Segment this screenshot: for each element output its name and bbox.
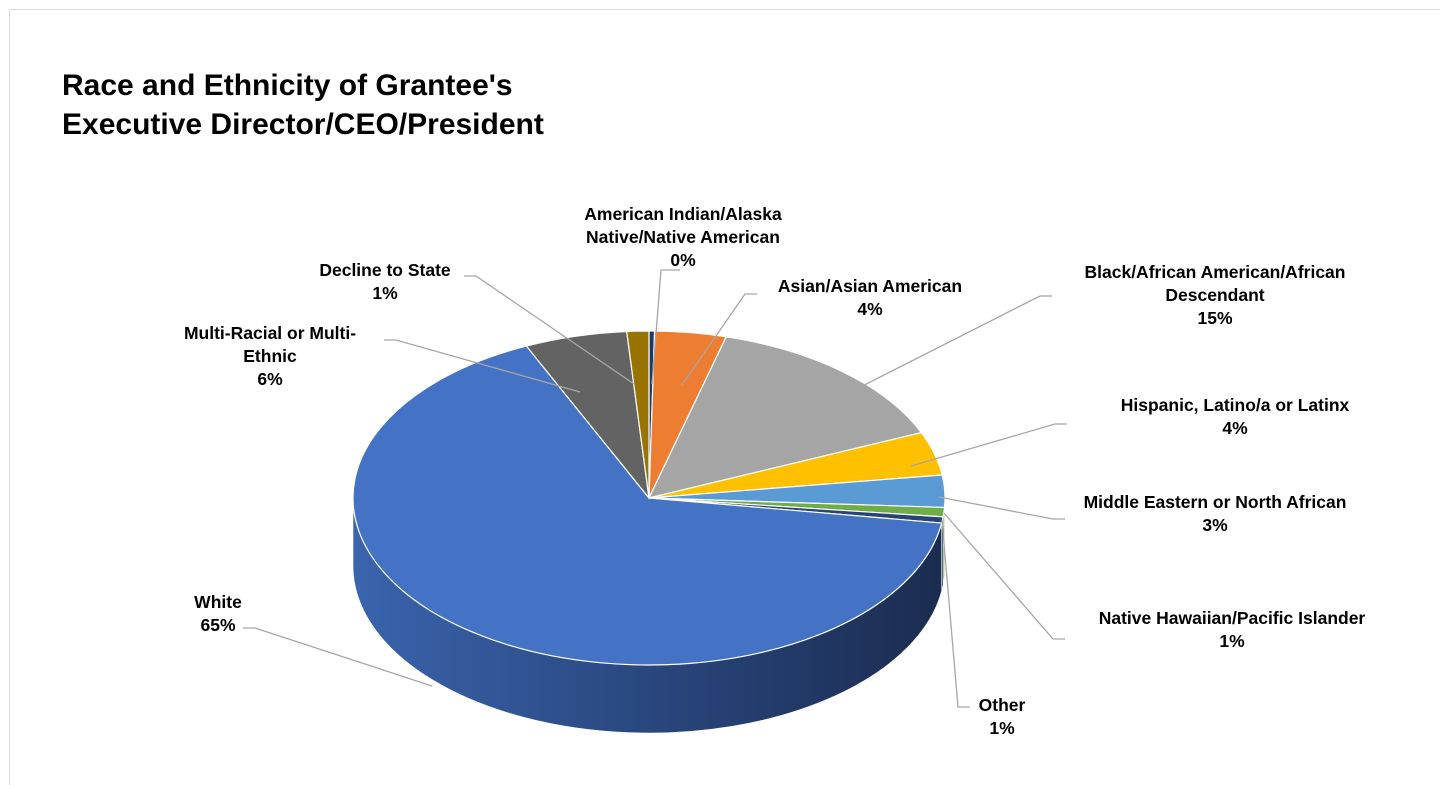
leader-line-asian-asian-american	[681, 293, 757, 386]
data-label-asian-asian-american: Asian/Asian American 4%	[778, 276, 962, 319]
data-label-multi-racial-or-multi-ethnic: Multi-Racial or Multi- Ethnic 6%	[184, 323, 356, 389]
chart-title-line-2: Executive Director/CEO/President	[62, 108, 544, 141]
data-label-value-american-indian-alaska-native-native-american: 0%	[670, 250, 696, 270]
chart-area	[9, 9, 1440, 785]
data-label-value-black-african-american-african-descendant: 15%	[1197, 308, 1232, 328]
data-label-name-native-hawaiian-pacific-islander: Native Hawaiian/Pacific Islander	[1099, 608, 1366, 628]
data-label-name-decline-to-state: Decline to State	[319, 260, 451, 280]
leader-line-hispanic-latino-a-or-latinx	[910, 423, 1067, 467]
leader-line-middle-eastern-or-north-african	[938, 496, 1065, 520]
data-label-white: White 65%	[194, 592, 242, 635]
slice-decline-to-state	[626, 330, 650, 499]
data-label-name-multi-racial-or-multi-ethnic: Ethnic	[243, 346, 297, 366]
data-label-decline-to-state: Decline to State 1%	[319, 260, 451, 303]
data-label-name-asian-asian-american: Asian/Asian American	[778, 276, 962, 296]
leader-line-black-african-american-african-descendant	[816, 295, 1052, 410]
data-label-name-hispanic-latino-a-or-latinx: Hispanic, Latino/a or Latinx	[1121, 395, 1350, 415]
data-label-other: Other 1%	[979, 695, 1026, 738]
leader-line-decline-to-state	[464, 275, 635, 385]
data-label-name-black-african-american-african-descendant: Black/African American/African	[1085, 262, 1346, 282]
data-label-black-african-american-african-descendant: Black/African American/African Descendant…	[1085, 262, 1346, 328]
leader-line-multi-racial-or-multi-ethnic	[384, 339, 581, 393]
data-label-hispanic-latino-a-or-latinx: Hispanic, Latino/a or Latinx 4%	[1121, 395, 1350, 438]
data-label-name-other: Other	[979, 695, 1026, 715]
chart-title: Race and Ethnicity of Grantee's Executiv…	[62, 66, 544, 144]
data-label-value-hispanic-latino-a-or-latinx: 4%	[1222, 418, 1248, 438]
slice-black-african-american-african-descendant	[647, 336, 923, 499]
chart-title-line-1: Race and Ethnicity of Grantee's	[62, 69, 513, 102]
data-label-name-middle-eastern-or-north-african: Middle Eastern or North African	[1084, 492, 1347, 512]
data-label-native-hawaiian-pacific-islander: Native Hawaiian/Pacific Islander 1%	[1099, 608, 1366, 651]
leader-line-white	[243, 627, 433, 687]
data-label-value-decline-to-state: 1%	[372, 283, 398, 303]
leader-line-other	[941, 519, 970, 708]
slice-white	[352, 345, 943, 666]
data-label-american-indian-alaska-native-native-american: American Indian/Alaska Native/Native Amer…	[584, 204, 782, 270]
pie-slices	[352, 330, 946, 666]
data-label-value-white: 65%	[200, 615, 235, 635]
data-label-middle-eastern-or-north-african: Middle Eastern or North African 3%	[1084, 492, 1347, 535]
leader-line-american-indian-alaska-native-native-american	[651, 269, 680, 385]
data-label-name-american-indian-alaska-native-native-american: American Indian/Alaska	[584, 204, 782, 224]
data-labels: American Indian/Alaska Native/Native Amer…	[184, 204, 1365, 738]
data-label-value-middle-eastern-or-north-african: 3%	[1202, 515, 1228, 535]
data-label-name-multi-racial-or-multi-ethnic: Multi-Racial or Multi-	[184, 323, 356, 343]
data-label-value-asian-asian-american: 4%	[857, 299, 883, 319]
leader-line-native-hawaiian-pacific-islander	[943, 512, 1065, 640]
data-label-value-other: 1%	[989, 718, 1015, 738]
data-label-name-american-indian-alaska-native-native-american: Native/Native American	[586, 227, 780, 247]
leader-lines	[243, 269, 1067, 708]
data-label-name-black-african-american-african-descendant: Descendant	[1165, 285, 1264, 305]
data-label-value-multi-racial-or-multi-ethnic: 6%	[257, 369, 283, 389]
data-label-name-white: White	[194, 592, 242, 612]
data-label-value-native-hawaiian-pacific-islander: 1%	[1219, 631, 1245, 651]
